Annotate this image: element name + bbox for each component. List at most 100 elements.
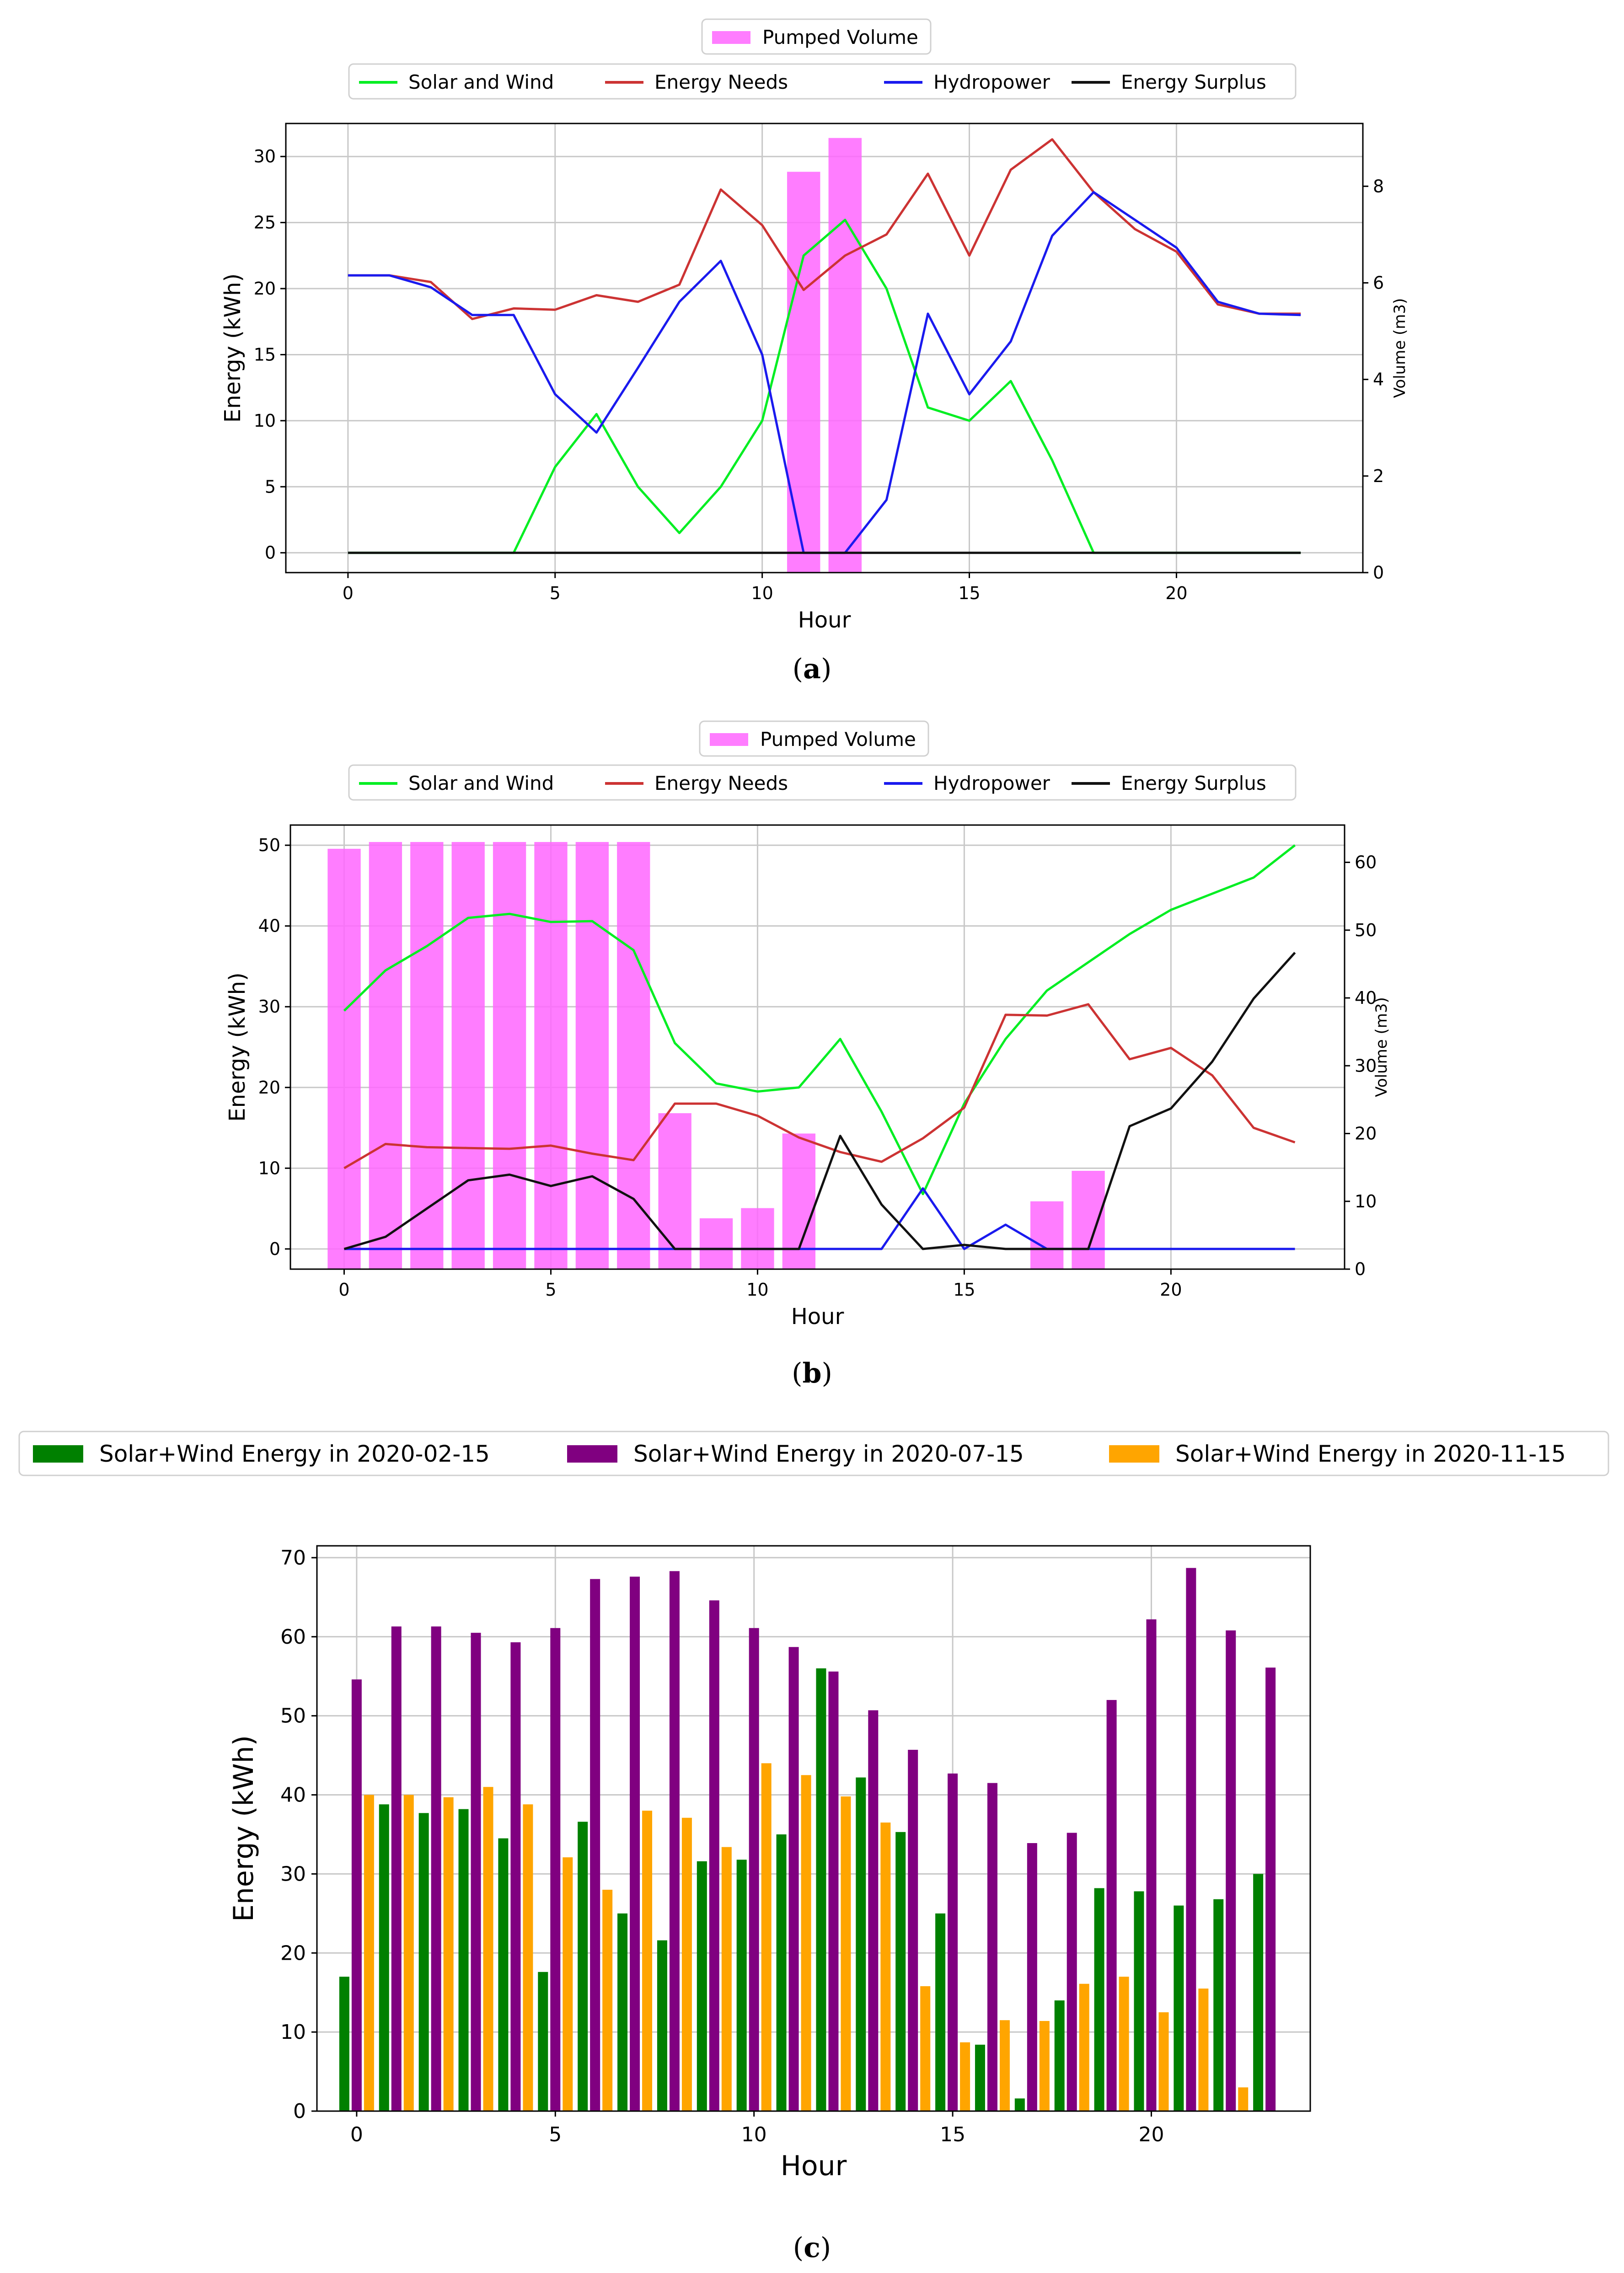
caption-c: (c) [793,2232,831,2264]
bar-nov [841,1796,851,2111]
y2-tick-label: 50 [1355,920,1377,940]
caption-b: (b) [792,1357,832,1389]
y-tick-label: 20 [258,1078,280,1098]
bar-nov [563,1857,573,2111]
caption-b-letter: b [802,1357,822,1389]
bar-feb [1094,1888,1104,2111]
legend-series: Solar and Wind Energy Needs Hydropower Ener… [348,63,1297,100]
bar-jul [948,1773,958,2111]
x-tick-label: 10 [746,1280,768,1300]
bar-nov [681,1817,692,2111]
legend-pumped-volume: Pumped Volume [699,720,929,757]
bar-jul [669,1571,680,2111]
pumped-volume-bar [787,172,820,573]
bar-feb [1014,2098,1025,2111]
bar-feb [1253,1874,1264,2111]
series-line-solar-and-wind [348,219,1301,554]
bar-nov [1079,1984,1089,2111]
series-line-energy-surplus [343,952,1296,1250]
caption-c-letter: c [804,2232,820,2264]
bar-feb [657,1940,667,2111]
bar-jul [510,1642,521,2111]
y-tick-label: 60 [280,1625,306,1649]
y2-tick-label: 60 [1355,852,1377,873]
bar-jul [709,1600,719,2111]
bar-feb [736,1860,747,2111]
legend-label-hydropower: Hydropower [933,71,1051,93]
plot-frame [285,123,1364,574]
legend-label-hydropower: Hydropower [933,772,1051,794]
pumped-volume-bar [828,138,862,573]
bar-jul [1186,1568,1196,2111]
bar-jul [431,1626,441,2111]
y2-tick-label: 0 [1373,563,1384,583]
bar-jul [351,1679,362,2111]
bar-nov [1039,2021,1050,2111]
y-tick-label: 30 [258,997,280,1017]
bar-feb [617,1913,628,2111]
caption-a-letter: a [803,653,821,685]
pumped-volume-bar [493,842,526,1269]
chart-c: 0 5 10 15 20 0 10 20 30 40 50 60 70 Hour Energy (kWh) S… [18,1431,1609,2182]
y2-tick-label: 4 [1373,370,1384,390]
x-tick-label: 20 [1160,1280,1182,1300]
pumped-volume-bar [410,842,444,1269]
bar-feb [498,1838,509,2111]
bar-jul [391,1626,402,2111]
pumped-volume-bar [451,842,485,1269]
bar-nov [721,1847,732,2111]
legend-label-energy-surplus: Energy Surplus [1121,772,1266,794]
legend-box [18,1431,1609,1476]
bar-feb [418,1813,429,2111]
legend-label-solar-and-wind: Solar and Wind [408,772,554,794]
y-tick-label: 40 [258,916,280,936]
bar-nov [602,1889,613,2111]
legend-swatch-feb [33,1445,83,1463]
bar-nov [1158,2012,1169,2111]
x-tick-label: 5 [549,2123,562,2146]
pumped-volume-bar [658,1113,691,1269]
bar-feb [1134,1891,1144,2111]
chart-b: 0 5 10 15 20 0 10 20 30 40 50 0 10 20 30 40 50 60 Hour Ener… [225,720,1391,1329]
bar-nov [523,1804,533,2111]
bar-jul [1027,1843,1037,2111]
bar-feb [895,1832,906,2111]
x-tick-label: 5 [550,583,561,603]
bar-jul [1226,1630,1236,2111]
bar-jul [590,1579,600,2111]
bar-jul [471,1633,481,2111]
y2-tick-label: 6 [1373,273,1384,293]
x-tick-label: 0 [350,2123,363,2146]
pumped-volume-bar [327,848,361,1269]
x-axis-label: Hour [791,1304,844,1329]
pumped-volume-bar [1072,1171,1105,1269]
legend-label-pumped-volume: Pumped Volume [762,26,918,48]
bar-nov [1198,1989,1209,2111]
y2-tick-label: 2 [1373,466,1384,486]
y-tick-label: 0 [265,543,276,563]
bar-feb [697,1861,707,2111]
bar-feb [1213,1899,1224,2111]
bar-jul [908,1749,918,2111]
bar-feb [1054,2000,1065,2111]
bar-feb [935,1913,946,2111]
legend-pumped-volume: Pumped Volume [701,18,932,55]
y2-tick-label: 8 [1373,176,1384,196]
pumped-volume-bar [741,1208,774,1269]
y-tick-label: 50 [258,835,280,855]
x-tick-label: 0 [343,583,354,603]
pumped-volume-bar [699,1218,733,1269]
pumped-volume-bar [1030,1201,1064,1269]
bar-nov [1238,2087,1249,2111]
x-tick-label: 15 [940,2123,965,2146]
series-line-solar-and-wind [343,844,1296,1195]
bar-feb [538,1972,548,2111]
bar-feb [776,1834,787,2111]
x-tick-label: 20 [1165,583,1187,603]
bar-feb [975,2044,985,2111]
bar-nov [483,1787,493,2111]
legend-swatch-pumped-volume [710,733,748,746]
legend-box [348,764,1297,801]
x-tick-label: 5 [545,1280,556,1300]
